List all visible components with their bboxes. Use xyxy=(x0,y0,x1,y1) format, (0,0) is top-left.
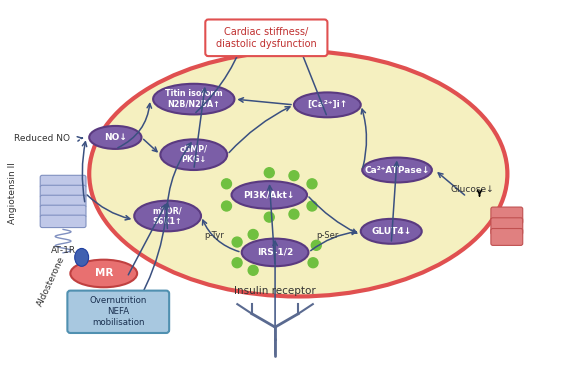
Circle shape xyxy=(232,258,242,268)
Circle shape xyxy=(248,230,258,239)
Ellipse shape xyxy=(90,126,142,149)
Ellipse shape xyxy=(75,249,88,266)
Text: NO↓: NO↓ xyxy=(104,133,127,142)
Text: MR: MR xyxy=(95,269,113,278)
FancyBboxPatch shape xyxy=(40,175,86,188)
Ellipse shape xyxy=(232,181,307,209)
Ellipse shape xyxy=(160,139,227,170)
Text: Insulin receptor: Insulin receptor xyxy=(234,286,316,296)
Text: [Ca²⁺]i↑: [Ca²⁺]i↑ xyxy=(307,100,347,109)
FancyBboxPatch shape xyxy=(491,218,523,235)
Text: p-Tyr: p-Tyr xyxy=(204,232,224,240)
Circle shape xyxy=(289,171,299,181)
Ellipse shape xyxy=(134,201,201,231)
Circle shape xyxy=(289,209,299,219)
Circle shape xyxy=(232,237,242,247)
Text: p-Ser: p-Ser xyxy=(316,232,339,240)
Circle shape xyxy=(311,240,321,250)
FancyBboxPatch shape xyxy=(40,185,86,198)
Ellipse shape xyxy=(362,157,432,183)
Text: mTOR/
S6K1↑: mTOR/ S6K1↑ xyxy=(153,206,183,226)
FancyBboxPatch shape xyxy=(491,229,523,245)
Text: cGMP/
PKG↓: cGMP/ PKG↓ xyxy=(180,145,208,164)
FancyBboxPatch shape xyxy=(67,291,169,333)
Ellipse shape xyxy=(242,239,308,266)
Circle shape xyxy=(308,258,318,268)
FancyBboxPatch shape xyxy=(205,19,328,56)
Text: Aldosterone: Aldosterone xyxy=(36,255,67,308)
Text: Reduced NO: Reduced NO xyxy=(13,134,70,143)
Circle shape xyxy=(264,212,274,222)
Ellipse shape xyxy=(294,92,361,117)
Text: Cardiac stiffness/
diastolic dysfunction: Cardiac stiffness/ diastolic dysfunction xyxy=(216,27,316,49)
Circle shape xyxy=(307,201,317,211)
Text: GLUT4↓: GLUT4↓ xyxy=(371,227,411,236)
Text: Titin isoform
N2B/N2BA↑: Titin isoform N2B/N2BA↑ xyxy=(165,90,222,109)
Ellipse shape xyxy=(153,84,235,114)
FancyBboxPatch shape xyxy=(40,195,86,208)
Ellipse shape xyxy=(70,260,137,287)
Circle shape xyxy=(264,168,274,178)
FancyBboxPatch shape xyxy=(491,207,523,224)
Text: IRS-1/2: IRS-1/2 xyxy=(257,248,293,257)
Circle shape xyxy=(222,179,232,189)
Ellipse shape xyxy=(90,51,507,296)
FancyBboxPatch shape xyxy=(40,215,86,228)
Text: Overnutrition
NEFA
mobilisation: Overnutrition NEFA mobilisation xyxy=(90,296,147,327)
Text: Ca²⁺ATPase↓: Ca²⁺ATPase↓ xyxy=(364,166,430,174)
Circle shape xyxy=(307,179,317,189)
Ellipse shape xyxy=(361,219,422,244)
FancyBboxPatch shape xyxy=(40,205,86,218)
Circle shape xyxy=(248,265,258,275)
Text: PI3K/Akt↓: PI3K/Akt↓ xyxy=(243,190,295,200)
Text: Glucose↓: Glucose↓ xyxy=(450,185,494,194)
Text: Angiotensin II: Angiotensin II xyxy=(8,162,17,224)
Circle shape xyxy=(222,201,232,211)
Text: AT-1R: AT-1R xyxy=(50,246,75,255)
